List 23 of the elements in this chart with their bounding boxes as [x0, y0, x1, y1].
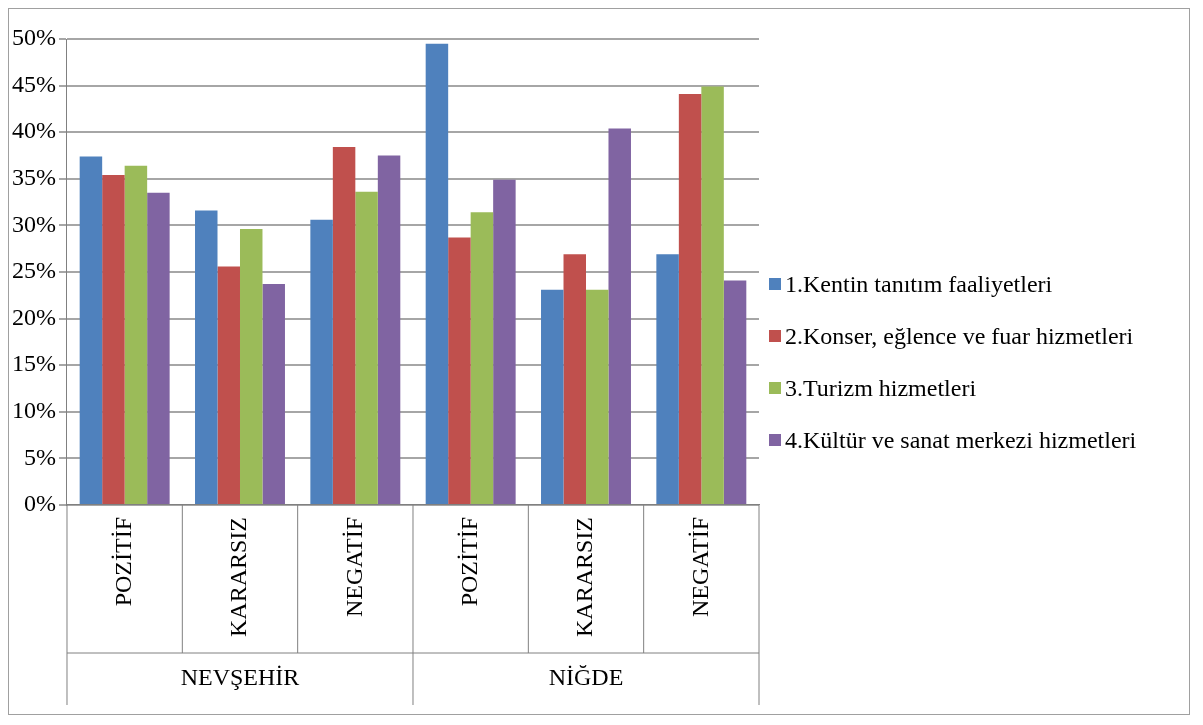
legend-label: 4.Kültür ve sanat merkezi hizmetleri [785, 425, 1137, 455]
y-tick-label: 10% [11, 397, 56, 424]
text: NEVŞEHİR [180, 664, 300, 691]
x-tick-label: KARARSIZ [571, 516, 598, 637]
x-tick-label: KARARSIZ [225, 516, 252, 637]
x-tick-label: POZİTİF [109, 516, 136, 607]
legend-label: 1.Kentin tanıtım faaliyetleri [785, 269, 1053, 299]
text: NİĞDE [548, 664, 624, 691]
y-tick-label: 50% [11, 24, 56, 51]
x-tick-label: NEGATİF [340, 516, 367, 617]
legend-label: 2.Konser, eğlence ve fuar hizmetleri [785, 321, 1134, 351]
y-tick-label: 5% [23, 443, 56, 470]
y-tick-label: 0% [23, 490, 56, 517]
x-tick-label: POZİTİF [455, 516, 482, 607]
y-tick-label: 15% [11, 350, 56, 377]
y-tick-label: 20% [11, 303, 56, 330]
y-tick-label: 30% [11, 210, 56, 237]
legend-label: 3.Turizm hizmetleri [785, 373, 977, 403]
y-tick-label: 35% [11, 164, 56, 191]
y-tick-label: 25% [11, 257, 56, 284]
y-tick-label: 45% [11, 70, 56, 97]
y-tick-label: 40% [11, 117, 56, 144]
x-tick-label: NEGATİF [686, 516, 713, 617]
